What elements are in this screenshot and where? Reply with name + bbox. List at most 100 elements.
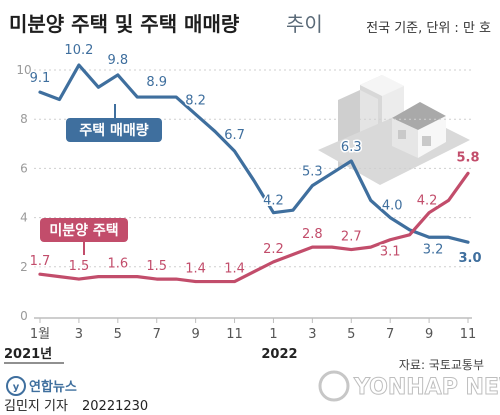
data-label: 3.0 [458,251,481,266]
data-point [38,90,42,94]
x-tick-label: 7 [153,327,161,342]
data-point [58,98,61,101]
data-point [252,270,256,273]
data-label: 9.8 [107,53,128,68]
legend-unsold-label: 미분양 주택 [49,222,118,239]
data-point [194,113,197,116]
data-label: 2.8 [302,227,323,242]
data-point [213,130,217,133]
x-tick-label: 3 [75,327,83,342]
x-tick-label: 5 [347,327,355,342]
data-label: 5.3 [302,165,323,180]
publish-date: 20221230 [82,399,148,414]
data-point [252,179,256,182]
data-point [350,159,353,163]
houses-illustration [318,75,470,185]
data-label: 1.6 [107,257,128,272]
legend-sales-box [66,118,162,142]
data-point [77,277,81,281]
data-point [97,86,100,89]
unit-note: 전국 기준, 단위 : 만 호 [366,21,491,36]
data-point [213,280,217,283]
y-axis-ticks: 0 2 4 6 8 10 [16,63,31,323]
data-label: 4.0 [382,199,403,214]
data-label: 5.8 [456,150,479,165]
grid-lines [34,69,472,268]
yonhap-logo: y 연합뉴스 [6,376,77,396]
year-label-2021: 2021년 [4,347,52,362]
data-point [291,209,295,212]
data-label: 4.2 [417,194,438,209]
y-tick-label: 2 [20,260,28,274]
data-label: 1.7 [30,254,51,269]
data-point [58,275,61,278]
data-point [272,260,275,264]
legend-unsold-box [40,218,128,242]
data-point [388,216,392,219]
data-point [174,95,178,99]
data-point [272,211,275,214]
data-point [427,211,431,214]
data-point [447,199,450,202]
data-point [388,238,392,241]
data-label: 4.2 [263,194,284,209]
data-label: 1.5 [146,259,167,274]
data-label: 1.4 [224,262,245,277]
y-tick-label: 6 [20,161,28,175]
data-label: 3.1 [380,245,401,260]
x-tick-label: 1 [269,327,277,342]
data-label: 6.7 [224,128,245,143]
data-point [136,95,139,99]
x-tick-label: 1월 [30,327,50,342]
data-label: 3.2 [423,242,444,257]
data-label: 2.7 [341,230,362,245]
data-point [311,184,314,187]
year-label-2022: 2022 [261,347,297,362]
data-point [174,277,178,281]
data-point [369,199,372,202]
y-tick-label: 4 [20,211,28,225]
data-point [194,280,197,283]
data-point [330,245,334,249]
data-point [155,277,158,281]
data-point [447,236,450,239]
data-point [466,241,470,244]
data-point [330,172,334,175]
data-point [291,253,295,256]
data-label: 2.2 [263,242,284,257]
data-point [427,236,431,239]
data-point [466,172,470,175]
data-label: 9.1 [30,71,51,86]
legend-sales: 주택 매매량 [66,104,162,142]
x-tick-label: 11 [226,327,243,342]
data-point [233,149,236,153]
chart-title: 미분양 주택 및 주택 매매량 [9,12,240,36]
data-point [350,248,353,251]
y-tick-label: 0 [20,309,28,323]
y-tick-label: 10 [16,63,31,77]
data-point [116,275,120,278]
data-label: 1.4 [185,262,206,277]
data-label: 8.9 [146,75,167,90]
source-note: 자료: 국토교통부 [399,358,484,372]
x-tick-label: 7 [386,327,394,342]
data-point [136,275,139,278]
reporter-name: 김민지 기자 [4,399,68,414]
svg-text:y: y [13,382,20,393]
data-label: 1.5 [69,259,90,274]
data-point [408,228,411,232]
chart-subtitle: 추이 [286,12,323,36]
logo-text: 연합뉴스 [29,379,77,395]
watermark-text: YONHAP NEWS [353,375,500,400]
data-label: 8.2 [185,93,206,108]
data-point [38,272,42,276]
data-label: 10.2 [64,43,93,58]
data-point [408,233,411,237]
data-point [155,95,158,99]
series-layer: 9.1 10.2 9.8 8.9 8.2 6.7 4.2 5.3 6.3 4.0 3.2 3.0 1.7… [28,42,483,284]
legend-sales-label: 주택 매매량 [79,122,148,139]
watermark: YONHAP NEWS [318,370,500,402]
x-tick-label: 5 [114,327,122,342]
